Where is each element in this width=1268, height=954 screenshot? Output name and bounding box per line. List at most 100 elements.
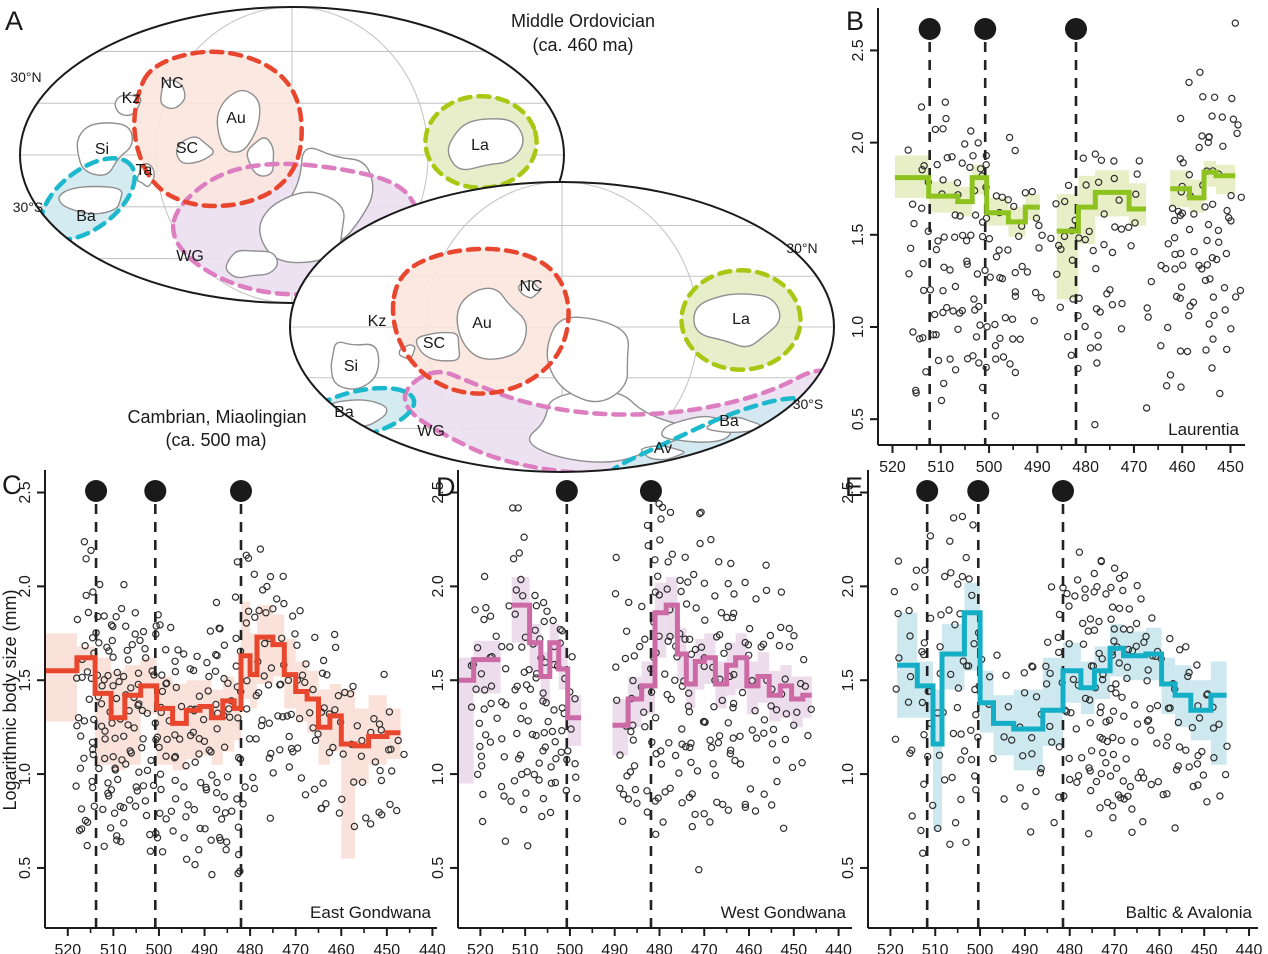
x-tick-label: 460: [1146, 942, 1173, 954]
x-tick-label: 500: [557, 942, 584, 954]
map-label-La: La: [732, 311, 750, 328]
map-label-WG: WG: [176, 248, 204, 265]
map-top: 30°N30°SKzNCAuSCSiTaBaWGLaAvMiddle Ordov…: [10, 6, 655, 304]
x-tick-label: 450: [374, 942, 401, 954]
panel-d-chart: 2 3 520 510 500 490 480 470 460 450 440 2.5 2.0 1.5 1.…: [430, 470, 852, 954]
y-tick-label: 2.0: [430, 575, 447, 597]
y-tick-label: 0.5: [840, 857, 857, 879]
x-tick-label: 470: [691, 942, 718, 954]
region-label-b: Laurentia: [1168, 420, 1239, 439]
x-tick-label: 500: [967, 942, 994, 954]
event-marker-2: 2: [555, 480, 578, 502]
x-tick-label: 520: [877, 942, 904, 954]
y-tick-label: 2.5: [17, 481, 34, 503]
panel-label-e: E: [845, 472, 863, 502]
map-label-Ta: Ta: [136, 162, 153, 179]
y-tick-label: 2.5: [840, 481, 857, 503]
map-label-SC: SC: [176, 140, 198, 157]
panel-e-chart: 1 2 3 520 510 500 490 480 470 460 450 440 2.5 2.0 1.5 1…: [840, 470, 1262, 954]
x-tick-label: 460: [328, 942, 355, 954]
event-number: 3: [1059, 484, 1067, 501]
event-number: 3: [1072, 22, 1080, 39]
event-number: 1: [925, 22, 933, 39]
x-tick-label: 480: [646, 942, 673, 954]
x-tick-label: 520: [54, 942, 81, 954]
y-tick-label: 1.5: [840, 669, 857, 691]
x-tick-label: 510: [927, 459, 954, 476]
x-tick-label: 490: [1012, 942, 1039, 954]
map-label-NC: NC: [160, 75, 183, 92]
map-label-WG: WG: [417, 423, 445, 440]
median-step-line: [894, 169, 1236, 234]
event-number: 3: [647, 484, 655, 501]
x-tick-label: 440: [1236, 942, 1263, 954]
scatter-points: [467, 483, 815, 874]
event-marker-2: 2: [974, 18, 997, 40]
y-tick-label: 0.5: [430, 857, 447, 879]
y-tick-label: 1.0: [17, 763, 34, 785]
panel-label-b: B: [846, 6, 864, 36]
map-label-Si: Si: [344, 358, 358, 375]
map-label-Ba: Ba: [334, 404, 354, 421]
event-lines: [928, 42, 1078, 445]
map-label-Ba: Ba: [76, 208, 96, 225]
map-label-Au: Au: [226, 110, 246, 127]
scatter-points: [72, 538, 408, 879]
map-label-Av: Av: [654, 440, 672, 457]
x-tick-label: 520: [467, 942, 494, 954]
x-tick-label: 450: [780, 942, 807, 954]
axes: [457, 470, 852, 929]
x-tick-label: 450: [1217, 459, 1244, 476]
iqr-band: [894, 155, 1236, 300]
y-tick-label: 1.0: [850, 316, 867, 338]
region-label-d: West Gondwana: [721, 903, 847, 922]
x-tick-label: 490: [1024, 459, 1051, 476]
y-tick-label: 0.5: [850, 408, 867, 430]
x-tick-label: 460: [1169, 459, 1196, 476]
x-tick-label: 490: [601, 942, 628, 954]
x-tick-label: 500: [146, 942, 173, 954]
map-label-30S: 30°S: [793, 396, 824, 412]
event-number: 2: [974, 484, 982, 501]
map-label-La: La: [471, 137, 489, 154]
map-region-outline: [170, 161, 421, 297]
x-tick-label: 440: [419, 942, 446, 954]
panel-label-d: D: [436, 472, 456, 502]
x-tick-label: 480: [1056, 942, 1083, 954]
event-marker-2: 2: [144, 480, 167, 502]
event-number: 2: [151, 484, 159, 501]
axes: [44, 470, 437, 929]
event-marker-3: 3: [1064, 18, 1087, 40]
event-marker-3: 3: [639, 480, 662, 502]
event-marker-1: 1: [918, 18, 941, 40]
event-marker-3: 3: [230, 480, 252, 502]
map-label-Kz: Kz: [122, 90, 141, 107]
panel-c-chart: 1 2 3 520 510 500 490 480 470 460 450 440 2.5 2.0 1.5 1…: [2, 470, 446, 954]
scatter-points: [890, 512, 1231, 857]
event-number: 2: [563, 484, 571, 501]
x-tick-label: 440: [825, 942, 852, 954]
y-tick-label: 1.5: [17, 669, 34, 691]
map-region-outline: [132, 49, 304, 209]
map-region-outline: [390, 246, 571, 396]
map-label-Kz: Kz: [368, 313, 387, 330]
map-title-top-line2: (ca. 460 ma): [532, 35, 633, 55]
event-number: 3: [237, 484, 245, 501]
map-label-NC: NC: [519, 278, 542, 295]
x-tick-label: 470: [1121, 459, 1148, 476]
map-label-30S: 30°S: [13, 199, 44, 215]
x-tick-label: 470: [282, 942, 309, 954]
map-label-Si: Si: [95, 141, 109, 158]
map-label-SC: SC: [423, 335, 445, 352]
y-tick-label: 2.0: [17, 575, 34, 597]
y-tick-label: 2.5: [430, 481, 447, 503]
map-title-bottom-line2: (ca. 500 ma): [165, 430, 266, 450]
x-tick-label: 510: [922, 942, 949, 954]
event-number: 1: [92, 484, 100, 501]
y-axis-title: Logarithmic body size (mm): [0, 589, 20, 810]
y-tick-label: 2.5: [850, 39, 867, 61]
event-number: 1: [923, 484, 931, 501]
x-tick-label: 450: [1191, 942, 1218, 954]
event-marker-2: 2: [967, 480, 990, 502]
x-tick-label: 510: [100, 942, 127, 954]
